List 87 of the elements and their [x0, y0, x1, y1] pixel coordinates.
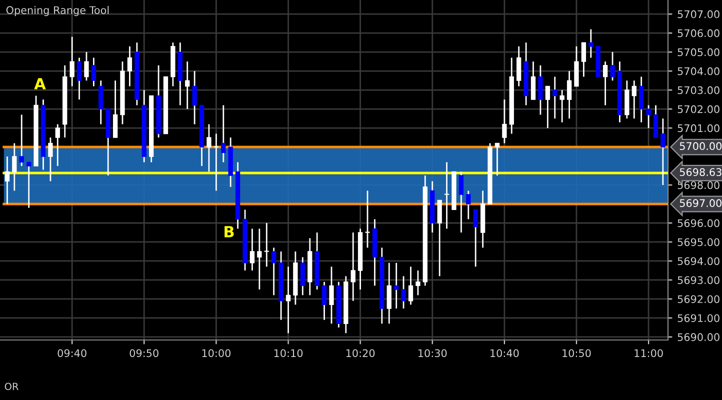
candlestick — [545, 86, 550, 129]
candlestick — [271, 246, 276, 296]
y-tick-label: 5704.00 — [678, 67, 720, 76]
candlestick — [552, 76, 558, 120]
candlestick — [250, 228, 255, 272]
x-tick-label: 11:00 — [634, 349, 663, 358]
y-tick-label: 5692.00 — [678, 295, 720, 304]
candlestick — [588, 28, 594, 58]
y-tick-label: 5698.00 — [678, 181, 720, 190]
candlestick — [610, 51, 615, 82]
x-tick-label: 09:40 — [58, 349, 86, 358]
candlestick — [632, 80, 636, 120]
candlestick — [401, 275, 406, 310]
candlestick — [300, 256, 305, 296]
y-tick-label: 5690.00 — [678, 333, 720, 342]
candlestick — [538, 64, 543, 116]
candlestick — [76, 57, 82, 100]
candlestick — [329, 266, 334, 324]
candlestick — [286, 266, 291, 334]
y-tick-label: 5691.00 — [678, 314, 720, 322]
candlestick — [416, 270, 420, 296]
x-tick-label: 10:10 — [274, 349, 303, 358]
candlestick — [264, 222, 269, 268]
candlestick — [91, 57, 96, 87]
y-tick-label: 5701.00 — [678, 124, 720, 132]
candlestick — [12, 142, 17, 192]
candlestick — [516, 46, 522, 87]
candlestick — [127, 46, 132, 87]
candlestick — [192, 70, 197, 125]
x-tick-label: 10:20 — [346, 349, 375, 358]
candlestick — [322, 281, 327, 321]
y-tick-label: 5694.00 — [678, 257, 720, 266]
candlestick — [502, 98, 507, 144]
y-tick-label: 5702.00 — [678, 105, 720, 114]
candlestick — [55, 124, 60, 167]
candlestick — [350, 232, 356, 302]
candlestick — [48, 136, 53, 182]
x-tick-label: 10:50 — [562, 349, 591, 358]
candlestick — [653, 104, 658, 138]
y-tick-label: 5696.00 — [678, 219, 720, 228]
y-tick-label: 5707.00 — [678, 10, 720, 18]
ref-line-label: 5697.00 — [680, 199, 722, 208]
x-tick-label: 10:00 — [202, 349, 230, 358]
x-tick-label: 10:30 — [418, 349, 447, 358]
candlestick — [638, 76, 644, 124]
candlestick — [437, 200, 442, 277]
candlestick — [4, 156, 10, 205]
candlestick — [408, 266, 414, 306]
candlestick — [494, 142, 500, 176]
candlestick — [206, 124, 212, 172]
annotation: A — [34, 78, 46, 90]
ref-line-label: 5700.00 — [680, 142, 722, 150]
y-tick-label: 5695.00 — [678, 238, 720, 246]
x-tick-label: 10:40 — [490, 349, 519, 358]
candlestick — [581, 42, 586, 78]
candlestick — [185, 60, 190, 110]
candlestick — [70, 36, 74, 87]
candlestick — [84, 51, 89, 82]
candlestick — [98, 80, 104, 125]
candlestick — [473, 209, 478, 268]
candlestick — [365, 190, 370, 248]
candlestick — [214, 133, 219, 192]
candlestick — [26, 162, 32, 208]
candlestick — [602, 60, 608, 106]
candlestick — [386, 262, 392, 324]
ref-line-label: 5698.63 — [680, 168, 722, 176]
candlestick — [112, 80, 118, 138]
annotation: B — [224, 226, 234, 238]
candlestick — [458, 171, 464, 234]
candlestick — [257, 228, 262, 290]
candlestick — [221, 104, 226, 163]
candlestick — [660, 118, 666, 186]
x-tick-label: 09:50 — [130, 349, 158, 358]
candlestick — [530, 60, 536, 100]
candlestick — [19, 114, 24, 167]
candlestick — [560, 89, 564, 124]
text: Opening Range Tool — [6, 6, 109, 16]
y-tick-label: 5706.00 — [678, 29, 720, 38]
candlestick — [394, 262, 399, 310]
text: OR — [4, 382, 18, 390]
y-tick-label: 5705.00 — [678, 48, 720, 56]
candlestick — [566, 70, 572, 120]
candlestick — [444, 162, 450, 230]
candlestick — [466, 190, 471, 220]
y-tick-label: 5693.00 — [678, 276, 720, 284]
y-tick-label: 5703.00 — [678, 86, 720, 94]
candlestick — [646, 104, 651, 129]
